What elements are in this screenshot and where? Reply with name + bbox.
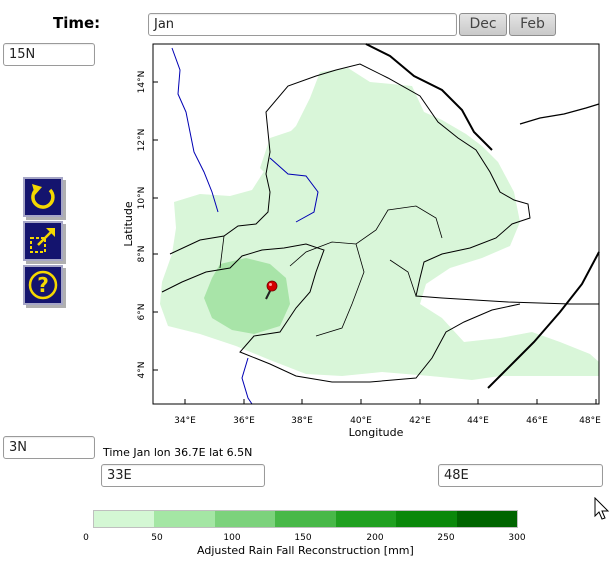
colorbar-segment — [335, 511, 397, 527]
country-border — [169, 63, 599, 305]
west-bound-input[interactable]: 33E — [101, 464, 265, 487]
rainfall-region-light-nw — [260, 128, 306, 180]
y-tick-label: 8°N — [137, 246, 147, 263]
river-nile — [171, 47, 319, 405]
y-tick-label: 4°N — [137, 362, 147, 379]
map-frame — [152, 43, 600, 405]
y-tick-label: 12°N — [137, 129, 147, 152]
colorbar-title: Adjusted Rain Fall Reconstruction [mm] — [197, 544, 414, 557]
y-tick-label: 14°N — [137, 71, 147, 94]
y-tick-label: 10°N — [137, 187, 147, 210]
colorbar-tick: 50 — [151, 533, 163, 543]
refresh-icon — [31, 184, 55, 209]
colorbar-segment — [214, 511, 276, 527]
y-axis-ticks: 4°N 6°N 8°N 10°N 12°N 14°N — [137, 71, 158, 379]
coastline-north — [519, 103, 600, 125]
colorbar-segment — [456, 511, 517, 527]
y-tick-label: 6°N — [137, 304, 147, 321]
y-axis-label: Latitude — [122, 201, 135, 247]
prev-month-button[interactable]: Dec — [459, 13, 507, 36]
colorbar-tick: 150 — [294, 533, 312, 543]
inner-border — [219, 205, 443, 337]
x-tick-label: 36°E — [233, 416, 255, 426]
time-input[interactable]: Jan — [148, 13, 457, 36]
country-border-south — [161, 243, 521, 383]
rainfall-map[interactable]: 4°N 6°N 8°N 10°N 12°N 14°N 34°E 36°E 38°… — [120, 42, 610, 442]
x-axis-label: Longitude — [349, 426, 404, 439]
colorbar-segment — [275, 511, 336, 527]
expand-icon — [30, 228, 55, 253]
colorbar-segment — [94, 511, 155, 527]
svg-text:?: ? — [37, 273, 49, 297]
colorbar-segment — [396, 511, 457, 527]
help-button[interactable]: ? — [23, 265, 63, 305]
x-tick-label: 40°E — [350, 416, 372, 426]
north-bound-input[interactable]: 15N — [3, 43, 95, 66]
south-bound-input[interactable]: 3N — [3, 436, 95, 459]
colorbar-tick: 300 — [508, 533, 526, 543]
x-tick-label: 48°E — [579, 416, 601, 426]
status-text: Time Jan lon 36.7E lat 6.5N — [103, 446, 253, 459]
colorbar-tick: 250 — [437, 533, 455, 543]
location-pin-icon[interactable] — [265, 280, 278, 300]
refresh-button[interactable] — [23, 177, 63, 217]
x-tick-label: 42°E — [409, 416, 431, 426]
colorbar-tick: 200 — [366, 533, 384, 543]
east-bound-input[interactable]: 48E — [438, 464, 603, 487]
colorbar — [93, 510, 518, 528]
coastline — [365, 43, 600, 389]
colorbar-tick: 100 — [223, 533, 241, 543]
help-icon: ? — [28, 270, 58, 300]
x-tick-label: 46°E — [526, 416, 548, 426]
rainfall-region-medium — [204, 258, 290, 334]
expand-button[interactable] — [23, 221, 63, 261]
next-month-button[interactable]: Feb — [509, 13, 556, 36]
x-axis-ticks: 34°E 36°E 38°E 40°E 42°E 44°E 46°E 48°E — [174, 399, 601, 426]
colorbar-tick: 0 — [83, 533, 89, 543]
x-tick-label: 34°E — [174, 416, 196, 426]
colorbar-segment — [154, 511, 215, 527]
x-tick-label: 38°E — [291, 416, 313, 426]
time-label: Time: — [53, 14, 101, 32]
mouse-cursor-icon — [594, 497, 610, 520]
x-tick-label: 44°E — [467, 416, 489, 426]
